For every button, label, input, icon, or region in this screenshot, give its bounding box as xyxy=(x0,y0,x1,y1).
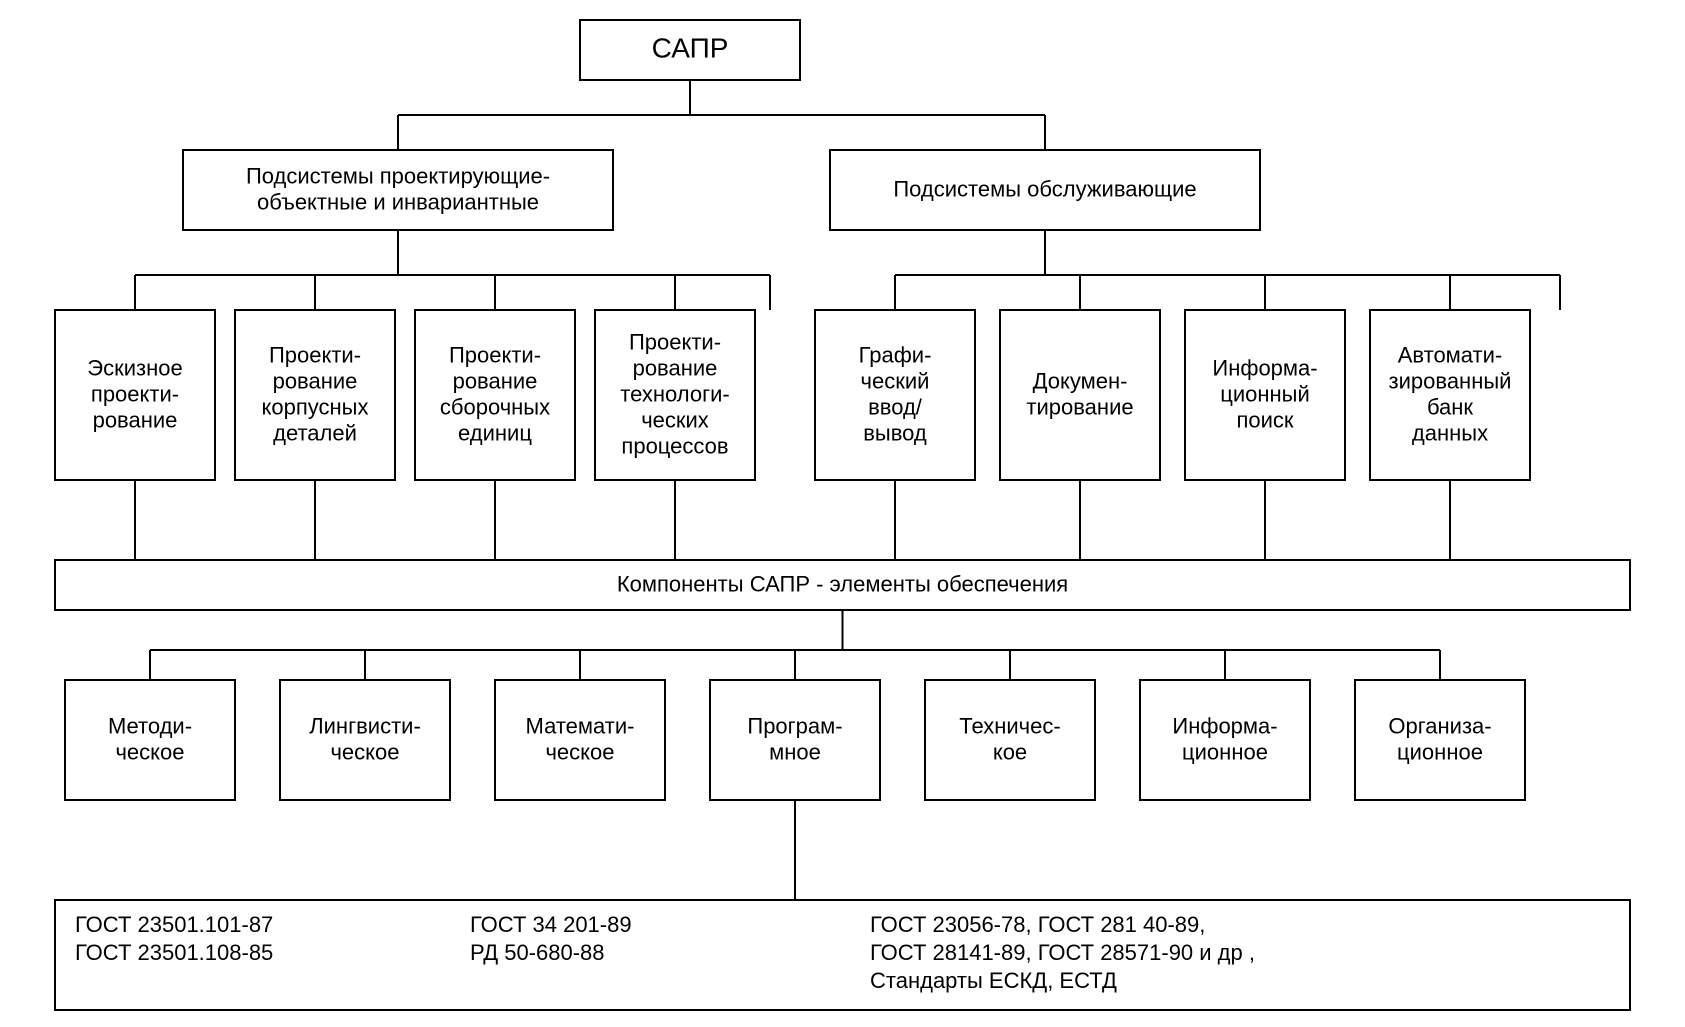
B4-label: банк xyxy=(1427,395,1473,420)
C1-label: ческое xyxy=(115,740,184,765)
A1-label: проекти- xyxy=(91,382,179,407)
A1-label: рование xyxy=(93,408,178,433)
hierarchy-diagram: САПР Подсистемы проектирующие-объектные и… xyxy=(0,0,1685,1027)
A4-label: Проекти- xyxy=(629,330,721,355)
C4-label: Програм- xyxy=(747,714,842,739)
B2-label: тирование xyxy=(1026,395,1133,420)
root-label: САПР xyxy=(652,33,729,64)
B2-label: Докумен- xyxy=(1033,369,1128,394)
footer-text: ГОСТ 28141-89, ГОСТ 28571-90 и др , xyxy=(870,940,1255,965)
B1-label: ческий xyxy=(861,369,930,394)
A2-label: рование xyxy=(273,369,358,394)
A4-label: технологи- xyxy=(620,382,729,407)
C6-label: Информа- xyxy=(1172,714,1277,739)
MID-label: Компоненты САПР - элементы обеспечения xyxy=(617,572,1068,597)
footer-text: ГОСТ 34 201-89 xyxy=(470,912,632,937)
C5-label: кое xyxy=(993,740,1027,765)
C5-label: Техничес- xyxy=(959,714,1060,739)
B3-label: ционный xyxy=(1220,382,1310,407)
footer-text: ГОСТ 23501.108-85 xyxy=(75,940,273,965)
C7-label: Организа- xyxy=(1388,714,1491,739)
B1-label: вывод xyxy=(863,421,927,446)
footer-text: РД 50-680-88 xyxy=(470,940,605,965)
L1B-label: Подсистемы обслуживающие xyxy=(893,177,1196,202)
A3-label: единиц xyxy=(458,421,532,446)
C3-label: ческое xyxy=(545,740,614,765)
A2-label: корпусных xyxy=(262,395,369,420)
B1-label: ввод/ xyxy=(868,395,923,420)
C3-label: Математи- xyxy=(526,714,635,739)
A3-label: рование xyxy=(453,369,538,394)
A2-label: Проекти- xyxy=(269,343,361,368)
A4-label: процессов xyxy=(621,434,728,459)
B4-label: Автомати- xyxy=(1398,343,1503,368)
A3-label: Проекти- xyxy=(449,343,541,368)
C6-label: ционное xyxy=(1182,740,1268,765)
L1A-label: Подсистемы проектирующие- xyxy=(246,164,550,189)
B3-label: поиск xyxy=(1236,408,1293,433)
footer-text: ГОСТ 23056-78, ГОСТ 281 40-89, xyxy=(870,912,1205,937)
B1-label: Графи- xyxy=(859,343,932,368)
C1-label: Методи- xyxy=(108,714,192,739)
B4-label: данных xyxy=(1412,421,1488,446)
footer-text: Стандарты ЕСКД, ЕСТД xyxy=(870,968,1117,993)
A4-label: рование xyxy=(633,356,718,381)
C4-label: мное xyxy=(769,740,821,765)
A1-label: Эскизное xyxy=(87,356,182,381)
C7-label: ционное xyxy=(1397,740,1483,765)
B4-label: зированный xyxy=(1389,369,1512,394)
A3-label: сборочных xyxy=(440,395,550,420)
C2-label: Лингвисти- xyxy=(309,714,421,739)
A4-label: ческих xyxy=(641,408,709,433)
C2-label: ческое xyxy=(330,740,399,765)
footer-box xyxy=(55,900,1630,1010)
B3-label: Информа- xyxy=(1212,356,1317,381)
A2-label: деталей xyxy=(273,421,357,446)
L1A-label: объектные и инвариантные xyxy=(257,190,539,215)
footer-text: ГОСТ 23501.101-87 xyxy=(75,912,273,937)
